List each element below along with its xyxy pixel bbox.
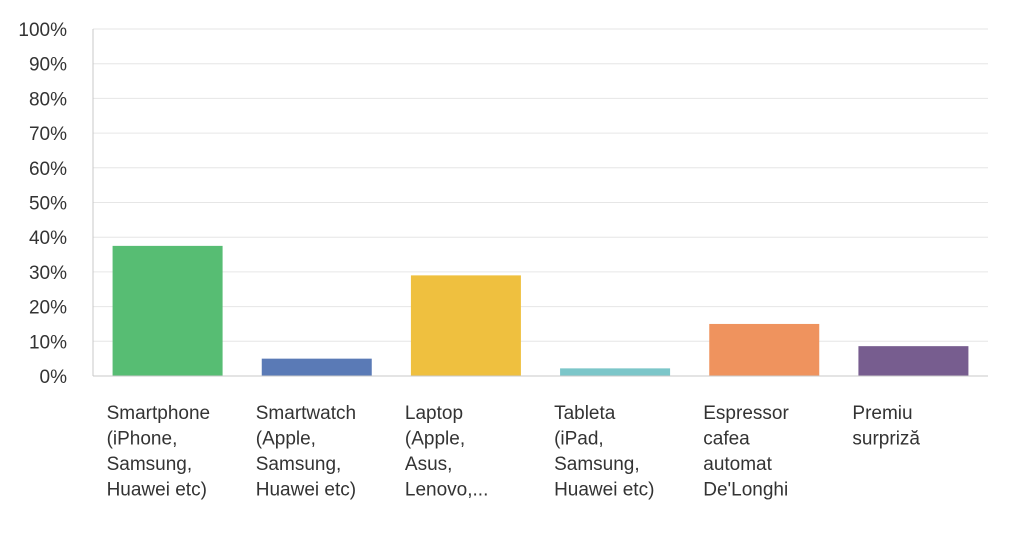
bar [410,275,521,376]
gridlines [93,28,988,342]
x-axis-category-labels: Smartphone (iPhone, Samsung, Huawei etc) Sma… [107,403,921,501]
y-tick-label: 50% [29,194,67,215]
x-category-label: Smartphone (iPhone, Samsung, Huawei etc) [107,403,211,501]
x-category-label: Premiu surpriză [852,403,920,450]
bar [261,358,372,376]
y-tick-label: 60% [29,159,67,180]
bar [112,245,223,376]
y-tick-label: 30% [29,263,67,284]
y-tick-label: 80% [29,89,67,110]
x-category-label: Espressor cafea automat De'Longhi [703,403,789,501]
y-tick-label: 20% [29,298,67,319]
y-tick-label: 100% [18,20,67,41]
bars [112,245,969,376]
x-category-label: Tableta (iPad, Samsung, Huawei etc) [554,403,654,501]
y-tick-label: 70% [29,124,67,145]
y-tick-label: 0% [40,367,68,388]
bar [560,368,671,376]
y-tick-label: 90% [29,55,67,76]
bar [858,346,969,376]
y-axis-ticks: 0% 10% 20% 30% 40% 50% 60% 70% 80% 90% 100% [18,20,67,388]
x-category-label: Laptop (Apple, Asus, Lenovo,... [405,403,488,501]
y-tick-label: 10% [29,332,67,353]
x-category-label: Smartwatch (Apple, Samsung, Huawei etc) [256,403,356,501]
y-tick-label: 40% [29,228,67,249]
bar [709,323,820,376]
